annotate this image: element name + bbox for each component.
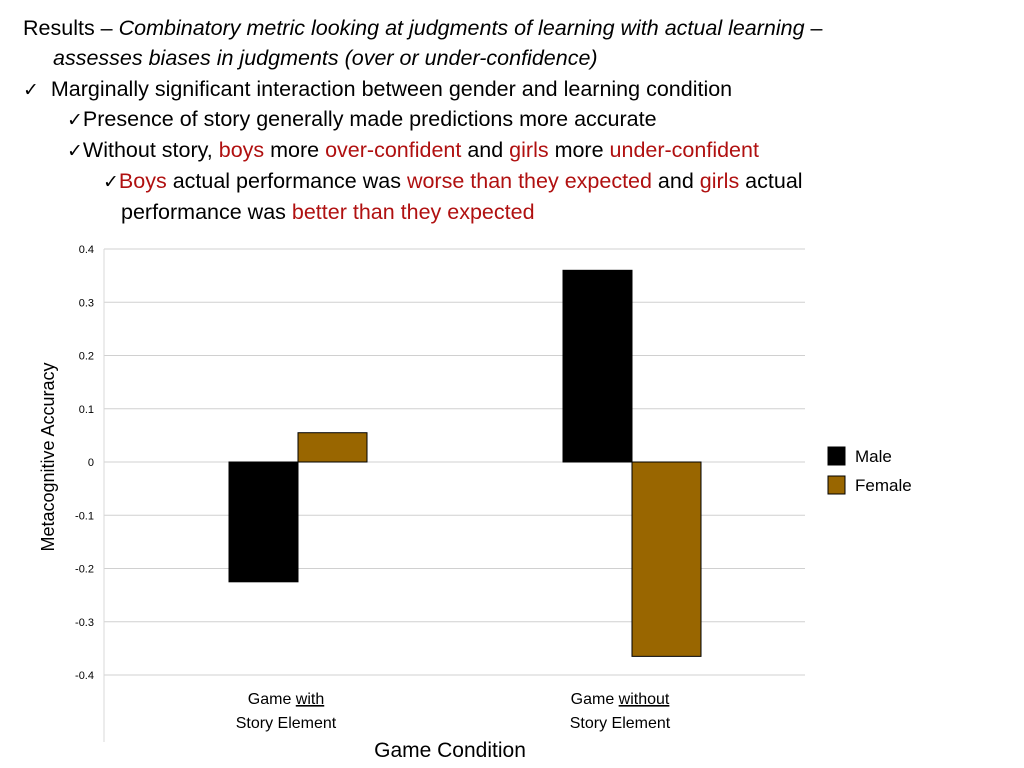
y-tick-label: -0.4 <box>75 670 94 682</box>
highlight-over-confident: over-confident <box>325 138 462 162</box>
bullet-without-story: ✓Without story, boys more over-confident… <box>67 135 759 166</box>
text-segment: and <box>461 138 510 162</box>
x-category-label: Game without <box>571 691 670 708</box>
x-category-label-line2: Story Element <box>236 715 337 732</box>
y-axis-title: Metacognitive Accuracy <box>38 362 58 551</box>
highlight-under-confident: under-confident <box>609 138 759 162</box>
bar-female-1 <box>631 461 702 657</box>
results-line: Results – Combinatory metric looking at … <box>23 13 823 43</box>
y-tick-label: -0.1 <box>75 510 94 522</box>
checkmark-icon: ✓ <box>67 140 83 162</box>
x-category-label: Game with <box>248 691 324 708</box>
bullet-text: Marginally significant interaction betwe… <box>50 77 733 101</box>
highlight-girls: girls <box>699 169 740 193</box>
checkmark-icon: ✓ <box>67 109 83 131</box>
y-tick-label: -0.3 <box>75 617 94 629</box>
legend-label: Male <box>855 447 892 466</box>
text-segment: performance was <box>121 200 292 224</box>
text-segment: actual performance was <box>166 169 407 193</box>
y-tick-label: 0.1 <box>79 404 94 416</box>
text-segment: more <box>548 138 610 162</box>
y-tick-label: 0.3 <box>79 297 94 309</box>
highlight-boys: boys <box>218 138 265 162</box>
y-tick-label: 0 <box>88 457 94 469</box>
bullet-actual-performance: ✓Boys actual performance was worse than … <box>103 166 803 197</box>
text-segment: actual <box>739 169 803 193</box>
bullet-story-accuracy: ✓Presence of story generally made predic… <box>67 104 657 135</box>
bullet-actual-performance-cont: performance was better than they expecte… <box>121 197 535 227</box>
highlight-girls: girls <box>509 138 549 162</box>
results-dash: – <box>804 16 823 40</box>
results-italic: Combinatory metric looking at judgments … <box>118 16 805 40</box>
checkmark-icon: ✓ <box>23 79 39 101</box>
legend-swatch-female <box>827 475 846 495</box>
text-segment: and <box>651 169 700 193</box>
x-axis-title: Game Condition <box>374 739 526 762</box>
category-prefix: Game <box>571 691 619 708</box>
highlight-boys: Boys <box>118 169 167 193</box>
category-underlined: without <box>618 691 670 708</box>
y-tick-label: 0.4 <box>79 244 94 256</box>
bar-female-0 <box>297 432 368 463</box>
y-tick-label: 0.2 <box>79 351 94 363</box>
results-lead: Results – <box>23 16 119 40</box>
legend-swatch-male <box>827 446 846 466</box>
bullet-text: Presence of story generally made predict… <box>82 107 657 131</box>
y-tick-label: -0.2 <box>75 564 94 576</box>
bar-male-1 <box>562 269 633 463</box>
text-segment: more <box>264 138 326 162</box>
bar-male-0 <box>228 461 299 583</box>
highlight-better: better than they expected <box>291 200 535 224</box>
text-segment: Without story, <box>82 138 219 162</box>
bullet-interaction: ✓ Marginally significant interaction bet… <box>23 74 732 105</box>
highlight-worse: worse than they expected <box>406 169 652 193</box>
x-category-label-line2: Story Element <box>570 715 671 732</box>
category-underlined: with <box>295 691 324 708</box>
checkmark-icon: ✓ <box>103 171 119 193</box>
category-prefix: Game <box>248 691 296 708</box>
legend-label: Female <box>855 476 912 495</box>
results-line-2: assesses biases in judgments (over or un… <box>53 46 598 70</box>
